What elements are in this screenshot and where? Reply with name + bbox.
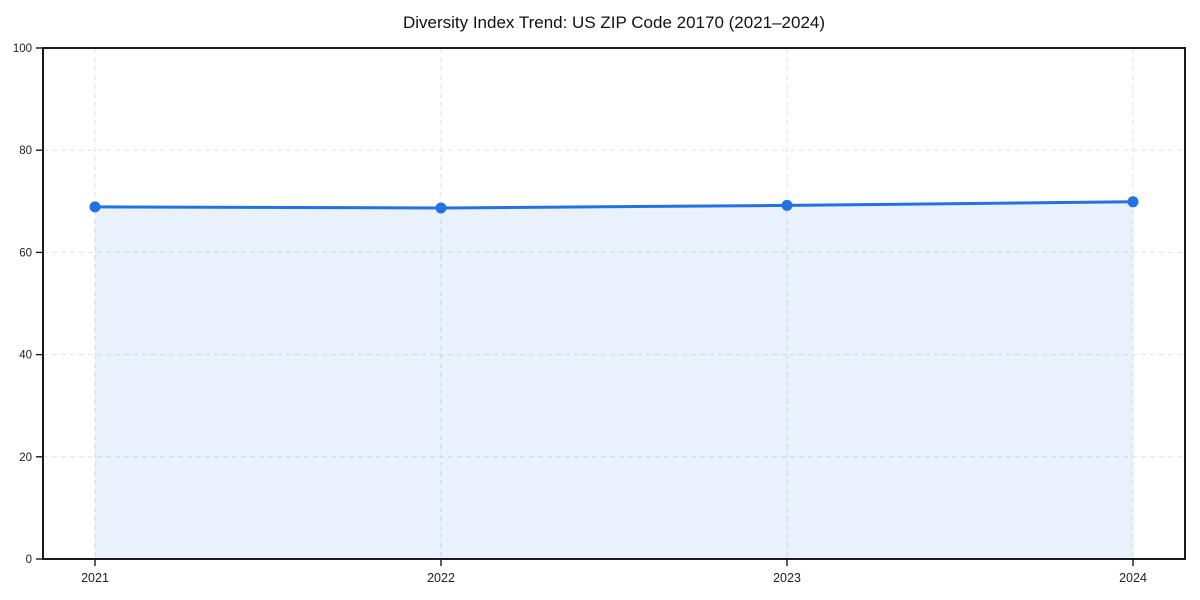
area-fill bbox=[95, 201, 1133, 559]
x-tick-label: 2022 bbox=[427, 571, 455, 585]
y-tick-label: 20 bbox=[19, 452, 32, 464]
data-point-2021 bbox=[89, 201, 101, 213]
data-point-2023 bbox=[781, 199, 793, 211]
x-tick-label: 2024 bbox=[1119, 571, 1147, 585]
x-tick-label: 2023 bbox=[773, 571, 801, 585]
y-tick-label: 80 bbox=[19, 145, 32, 157]
y-tick-label: 60 bbox=[19, 247, 32, 259]
y-tick-label: 40 bbox=[19, 350, 32, 362]
data-point-2022 bbox=[435, 202, 447, 214]
trend-line bbox=[93, 200, 1135, 210]
y-tick-label: 0 bbox=[26, 554, 32, 566]
plot-frame bbox=[42, 47, 1186, 560]
y-tick-label: 100 bbox=[13, 43, 32, 55]
x-tick-label: 2021 bbox=[81, 571, 109, 585]
data-point-2024 bbox=[1127, 196, 1139, 208]
chart-title: Diversity Index Trend: US ZIP Code 20170… bbox=[403, 13, 825, 32]
